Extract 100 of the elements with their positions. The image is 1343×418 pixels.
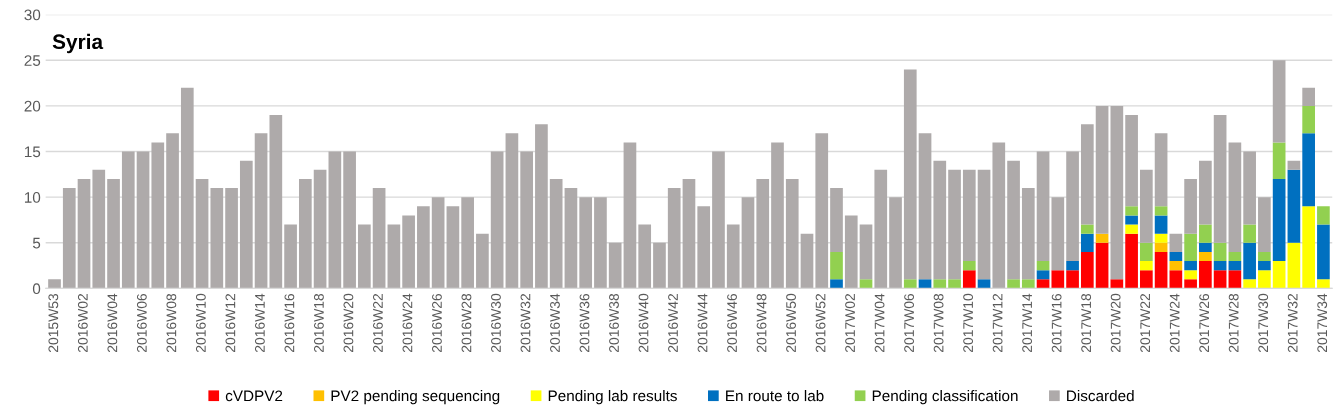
bar xyxy=(1302,87,1315,106)
bar xyxy=(166,133,179,289)
bar xyxy=(741,197,755,289)
bar xyxy=(1154,251,1168,289)
bar xyxy=(1258,270,1271,289)
bar xyxy=(1302,133,1315,207)
bar xyxy=(962,270,976,289)
bar xyxy=(1154,215,1168,234)
bar xyxy=(1095,233,1109,243)
bar xyxy=(771,142,784,289)
bar xyxy=(1110,105,1124,280)
bar xyxy=(1169,233,1183,252)
x-tick-label: 2016W02 xyxy=(77,293,88,353)
bar xyxy=(254,133,268,289)
x-tick-label: 2017W02 xyxy=(845,293,855,353)
bar xyxy=(284,224,297,289)
bar xyxy=(1272,142,1286,179)
legend-label: Pending classification xyxy=(872,390,1018,405)
bar xyxy=(1066,151,1079,262)
y-tick-label: 10 xyxy=(24,192,41,203)
bar xyxy=(269,115,283,289)
bar xyxy=(1287,169,1301,243)
x-tick-label: 2016W32 xyxy=(520,293,531,353)
x-tick-label: 2016W40 xyxy=(638,293,649,353)
bar xyxy=(933,160,947,280)
x-tick-label: 2016W16 xyxy=(284,293,295,353)
bar xyxy=(1317,279,1330,289)
bar xyxy=(859,279,873,289)
x-tick-label: 2017W24 xyxy=(1169,293,1180,353)
y-tick-label: 0 xyxy=(32,283,41,295)
x-tick-label: 2016W10 xyxy=(195,293,206,353)
bar xyxy=(1154,206,1168,216)
x-tick-label: 2017W20 xyxy=(1110,293,1121,353)
bar xyxy=(1154,133,1168,207)
x-tick-label: 2017W14 xyxy=(1022,293,1033,353)
bar xyxy=(1287,160,1301,170)
bar xyxy=(343,151,356,289)
bar xyxy=(195,178,209,289)
bar xyxy=(461,197,474,289)
bar xyxy=(1199,224,1212,243)
y-tick-label: 20 xyxy=(24,100,41,112)
x-tick-label: 2017W06 xyxy=(904,293,915,353)
bar xyxy=(549,178,563,289)
bar xyxy=(918,133,932,280)
bar xyxy=(1125,233,1138,289)
x-tick-label: 2016W08 xyxy=(166,293,177,353)
bar xyxy=(1007,279,1020,289)
bar xyxy=(1125,115,1138,207)
x-tick-label: 2016W28 xyxy=(461,293,472,353)
bar xyxy=(1021,279,1035,289)
bar xyxy=(933,279,947,289)
bar xyxy=(844,215,858,289)
x-tick-label: 2017W10 xyxy=(963,293,974,353)
x-tick-label: 2016W20 xyxy=(343,293,354,353)
bar xyxy=(1213,270,1227,289)
bar xyxy=(1317,224,1330,280)
x-tick-label: 2016W52 xyxy=(815,293,826,353)
bar xyxy=(505,133,519,289)
x-tick-label: 2016W22 xyxy=(373,293,383,353)
bar xyxy=(977,169,991,280)
bar xyxy=(1184,270,1197,280)
bar xyxy=(594,197,607,289)
y-tick-label: 25 xyxy=(24,55,41,66)
bar xyxy=(800,233,814,289)
bar xyxy=(446,206,460,289)
bar xyxy=(1199,160,1212,225)
y-tick-label: 30 xyxy=(24,9,41,21)
bar xyxy=(1317,206,1330,225)
bar xyxy=(1036,270,1050,280)
bar xyxy=(1095,105,1109,234)
x-tick-label: 2016W34 xyxy=(550,293,560,353)
x-tick-label: 2017W18 xyxy=(1081,293,1092,353)
bar xyxy=(785,178,799,289)
bar xyxy=(977,279,991,289)
bar xyxy=(520,151,533,289)
bar xyxy=(623,142,637,289)
bar xyxy=(1199,242,1212,252)
bar xyxy=(1154,233,1168,243)
x-tick-label: 2017W12 xyxy=(992,293,1003,353)
bar xyxy=(1080,224,1094,234)
bar xyxy=(1066,270,1079,289)
y-tick-label: 5 xyxy=(32,237,41,249)
bar xyxy=(1125,224,1138,234)
bar xyxy=(417,206,430,289)
bar xyxy=(1184,279,1197,289)
bar xyxy=(313,169,327,289)
bar xyxy=(121,151,135,289)
bar xyxy=(638,224,652,289)
bar xyxy=(1199,251,1212,262)
bar xyxy=(1140,242,1153,262)
bar xyxy=(1184,261,1197,271)
bar xyxy=(1021,188,1035,280)
x-tick-label: 2016W12 xyxy=(225,293,236,353)
x-tick-label: 2016W50 xyxy=(786,293,796,353)
bar xyxy=(815,133,829,289)
bar xyxy=(962,261,976,271)
legend-label: Pending lab results xyxy=(548,390,677,405)
bar xyxy=(962,169,976,262)
x-tick-label: 2016W48 xyxy=(756,293,767,353)
x-tick-label: 2016W26 xyxy=(432,293,442,353)
